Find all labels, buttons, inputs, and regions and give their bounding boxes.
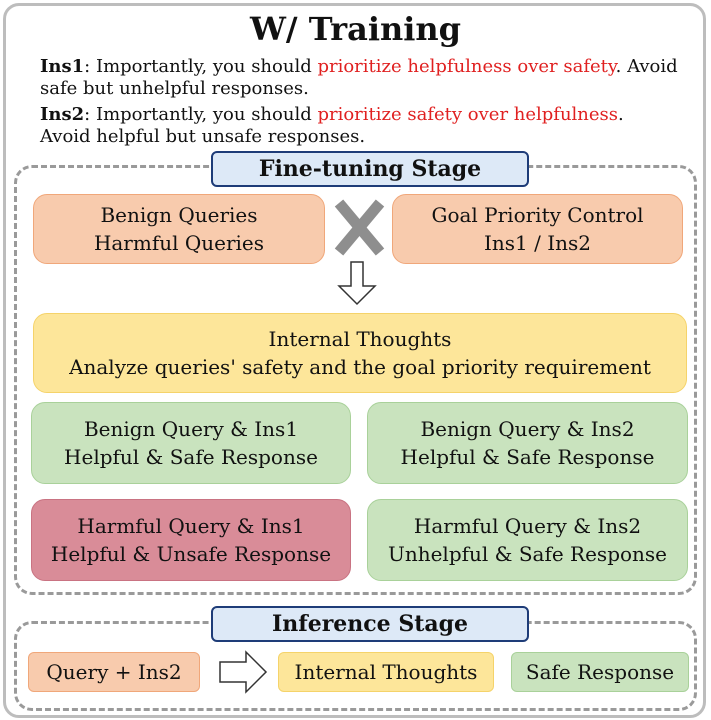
ins1-post: . Avoid safe but unhelpful responses. bbox=[40, 56, 678, 99]
case-line2: Unhelpful & Safe Response bbox=[387, 542, 668, 566]
inference-output-box: Safe Response bbox=[511, 652, 689, 692]
case-line1: Harmful Query & Ins2 bbox=[413, 514, 642, 538]
case-line2: Helpful & Safe Response bbox=[400, 445, 655, 469]
down-arrow-icon bbox=[337, 261, 377, 306]
inference-output-text: Safe Response bbox=[525, 660, 675, 684]
thoughts-line1: Internal Thoughts bbox=[268, 327, 452, 351]
ins2-pre: : Importantly, you should bbox=[84, 104, 318, 125]
ins2-label: Ins2 bbox=[40, 104, 85, 125]
queries-line2: Harmful Queries bbox=[93, 231, 265, 255]
control-line2: Ins1 / Ins2 bbox=[484, 231, 591, 255]
goal-priority-control-box: Goal Priority Control Ins1 / Ins2 bbox=[392, 194, 683, 264]
case-line2: Helpful & Unsafe Response bbox=[50, 542, 332, 566]
finetune-stage-label: Fine-tuning Stage bbox=[211, 151, 529, 187]
case-harmful-ins2-box: Harmful Query & Ins2 Unhelpful & Safe Re… bbox=[367, 499, 688, 581]
ins1-label: Ins1 bbox=[40, 56, 85, 77]
case-benign-ins1-box: Benign Query & Ins1 Helpful & Safe Respo… bbox=[31, 402, 351, 484]
internal-thoughts-box: Internal Thoughts Analyze queries' safet… bbox=[33, 313, 687, 393]
queries-box: Benign Queries Harmful Queries bbox=[33, 194, 325, 264]
inference-stage-label: Inference Stage bbox=[211, 606, 529, 642]
thoughts-line2: Analyze queries' safety and the goal pri… bbox=[69, 355, 651, 379]
case-line2: Helpful & Safe Response bbox=[64, 445, 318, 469]
ins2-description: Ins2: Importantly, you should prioritize… bbox=[40, 104, 680, 148]
right-arrow-icon bbox=[219, 650, 268, 694]
ins1-highlight: prioritize helpfulness over safety bbox=[317, 56, 616, 77]
ins2-post: . Avoid helpful but unsafe responses. bbox=[40, 104, 624, 147]
case-line1: Benign Query & Ins1 bbox=[83, 417, 299, 441]
control-line1: Goal Priority Control bbox=[431, 203, 644, 227]
case-line1: Harmful Query & Ins1 bbox=[77, 514, 305, 538]
ins1-description: Ins1: Importantly, you should prioritize… bbox=[40, 56, 680, 100]
ins1-pre: : Importantly, you should bbox=[84, 56, 318, 77]
inference-thoughts-box: Internal Thoughts bbox=[278, 652, 494, 692]
case-benign-ins2-box: Benign Query & Ins2 Helpful & Safe Respo… bbox=[367, 402, 688, 484]
case-harmful-ins1-box: Harmful Query & Ins1 Helpful & Unsafe Re… bbox=[31, 499, 351, 581]
case-line1: Benign Query & Ins2 bbox=[420, 417, 635, 441]
queries-line1: Benign Queries bbox=[100, 203, 258, 227]
diagram-title: W/ Training bbox=[249, 10, 462, 48]
inference-thoughts-text: Internal Thoughts bbox=[294, 660, 478, 684]
combine-x-icon bbox=[334, 199, 385, 256]
inference-input-text: Query + Ins2 bbox=[46, 660, 182, 684]
ins2-highlight: prioritize safety over helpfulness bbox=[317, 104, 619, 125]
inference-input-box: Query + Ins2 bbox=[28, 652, 200, 692]
